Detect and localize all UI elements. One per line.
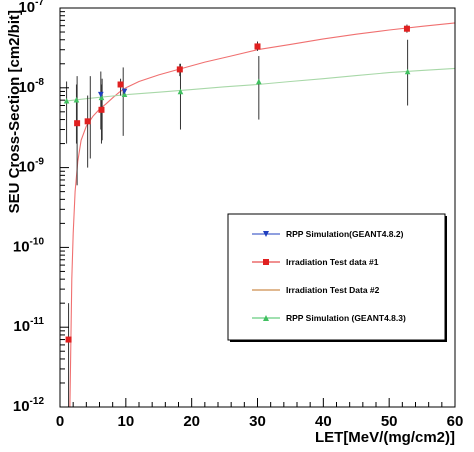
data-point-square bbox=[254, 43, 261, 50]
legend-entry-label: RPP Simulation (GEANT4.8.3) bbox=[286, 313, 406, 323]
y-tick-label: 10-9 bbox=[18, 157, 44, 176]
y-tick-label: 10-8 bbox=[18, 77, 44, 96]
data-point-triangle-up bbox=[98, 94, 105, 101]
data-point-triangle-up bbox=[121, 91, 128, 98]
y-tick-label: 10-7 bbox=[18, 0, 44, 16]
x-tick-label: 50 bbox=[381, 413, 398, 430]
data-markers bbox=[63, 25, 411, 343]
fit-curve bbox=[69, 22, 456, 408]
legend-entry-label: RPP Simulation(GEANT4.8.2) bbox=[286, 229, 404, 239]
data-point-square bbox=[98, 106, 105, 113]
y-axis-title: SEU Cross-Section [cm2/bit] bbox=[6, 10, 23, 213]
data-point-square bbox=[403, 25, 410, 32]
y-tick-label: 10-10 bbox=[13, 236, 45, 255]
legend-entry-label: Irradiation Test Data #2 bbox=[286, 285, 380, 295]
fit-curves bbox=[64, 22, 456, 408]
data-point-square bbox=[84, 118, 91, 125]
data-point-triangle-down bbox=[98, 91, 104, 98]
x-tick-label: 30 bbox=[249, 413, 266, 430]
data-point-triangle-up bbox=[63, 97, 70, 104]
fit-curve bbox=[64, 67, 456, 102]
data-point-square bbox=[263, 259, 269, 265]
x-tick-label: 10 bbox=[117, 413, 134, 430]
x-axis-title: LET[MeV/(mg/cm2)] bbox=[315, 429, 455, 446]
y-axis-ticks: 10-12 10-11 10-10 10-9 10-8 10-7 bbox=[13, 0, 69, 415]
data-point-square bbox=[176, 66, 183, 73]
data-point-square bbox=[117, 81, 124, 88]
x-tick-label: 60 bbox=[447, 413, 464, 430]
y-tick-label: 10-11 bbox=[13, 316, 44, 335]
data-point-square bbox=[74, 120, 81, 127]
y-tick-label: 10-12 bbox=[13, 396, 45, 415]
legend-box bbox=[227, 213, 446, 341]
legend: RPP Simulation(GEANT4.8.2) Irradiation Te… bbox=[227, 213, 447, 342]
x-tick-label: 40 bbox=[315, 413, 332, 430]
data-point-triangle-up bbox=[177, 88, 184, 95]
x-tick-label: 20 bbox=[183, 413, 200, 430]
data-point-triangle-up bbox=[73, 96, 80, 103]
x-tick-label: 0 bbox=[56, 413, 64, 430]
data-point-triangle-down bbox=[121, 88, 128, 95]
data-point-triangle-up bbox=[256, 78, 262, 85]
legend-entry-label: Irradiation Test data #1 bbox=[286, 257, 379, 267]
data-point-triangle-up bbox=[404, 68, 411, 75]
data-point-triangle-up bbox=[263, 315, 269, 321]
data-point-triangle-down bbox=[263, 231, 269, 237]
data-point-square bbox=[65, 336, 72, 343]
x-axis-ticks: 0 10 20 30 40 50 60 bbox=[56, 398, 464, 430]
